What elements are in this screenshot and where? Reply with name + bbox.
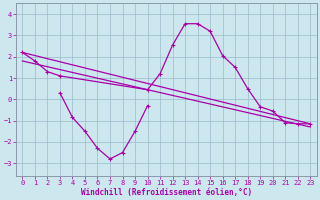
X-axis label: Windchill (Refroidissement éolien,°C): Windchill (Refroidissement éolien,°C) xyxy=(81,188,252,197)
